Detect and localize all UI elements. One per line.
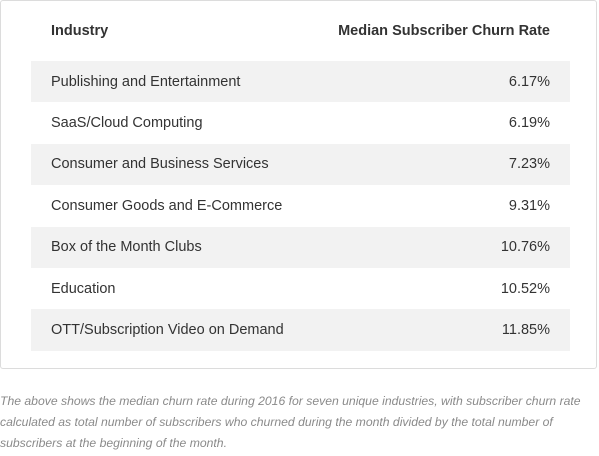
table-row: Consumer Goods and E-Commerce 9.31% (31, 185, 570, 226)
churn-rate-cell: 9.31% (508, 197, 550, 214)
table-row: Box of the Month Clubs 10.76% (31, 226, 570, 268)
table-caption: The above shows the median churn rate du… (0, 394, 581, 450)
churn-rate-cell: 10.52% (500, 280, 550, 297)
industry-cell: Education (51, 280, 116, 297)
table-row: Consumer and Business Services 7.23% (31, 143, 570, 186)
table-row: Publishing and Entertainment 6.17% (31, 61, 570, 103)
churn-rate-cell: 6.19% (508, 115, 550, 132)
industry-cell: OTT/Subscription Video on Demand (51, 322, 284, 339)
table-row: Education 10.52% (31, 268, 570, 309)
churn-table: Industry Median Subscriber Churn Rate Pu… (31, 1, 570, 351)
industry-cell: SaaS/Cloud Computing (51, 115, 203, 132)
churn-rate-cell: 11.85% (501, 322, 550, 339)
churn-rate-cell: 6.17% (508, 73, 550, 90)
churn-rate-cell: 10.76% (500, 239, 550, 256)
industry-cell: Publishing and Entertainment (51, 73, 241, 90)
table-row: OTT/Subscription Video on Demand 11.85% (31, 309, 570, 351)
industry-cell: Consumer and Business Services (51, 156, 269, 173)
table-header: Industry Median Subscriber Churn Rate (31, 1, 570, 61)
table-row: SaaS/Cloud Computing 6.19% (31, 102, 570, 143)
churn-rate-column-header: Median Subscriber Churn Rate (338, 23, 550, 39)
industry-column-header: Industry (51, 23, 109, 39)
churn-table-card: Industry Median Subscriber Churn Rate Pu… (0, 0, 597, 369)
churn-rate-cell: 7.23% (508, 156, 550, 173)
industry-cell: Consumer Goods and E-Commerce (51, 197, 283, 214)
industry-cell: Box of the Month Clubs (51, 239, 202, 256)
